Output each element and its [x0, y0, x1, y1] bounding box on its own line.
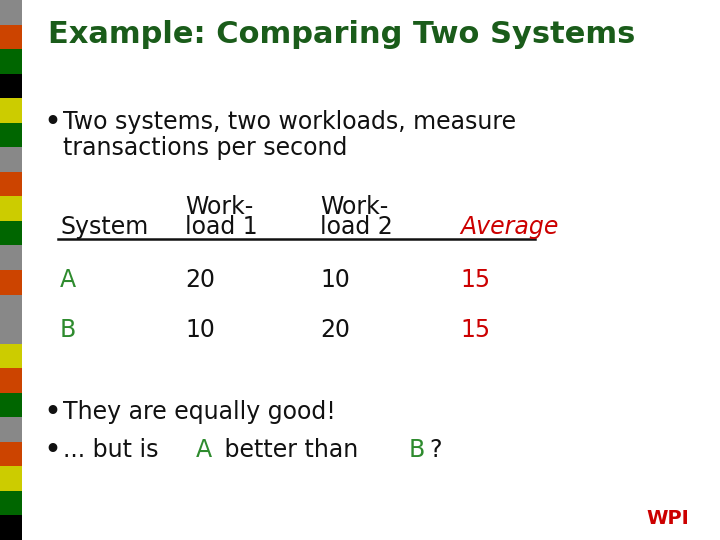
Text: 15: 15	[460, 318, 490, 342]
Bar	[0, 0, 22, 24]
Text: better than: better than	[217, 438, 366, 462]
Bar	[0, 49, 22, 73]
Bar	[0, 24, 22, 49]
Bar	[0, 73, 22, 98]
Bar	[0, 98, 22, 123]
Bar	[0, 417, 22, 442]
Bar	[0, 147, 22, 172]
Text: ?: ?	[430, 438, 442, 462]
Text: They are equally good!: They are equally good!	[63, 400, 336, 424]
Text: •: •	[44, 110, 60, 134]
Bar	[0, 467, 22, 491]
Bar	[0, 491, 22, 516]
Bar	[0, 319, 22, 343]
Text: Example: Comparing Two Systems: Example: Comparing Two Systems	[48, 20, 635, 49]
Text: System: System	[60, 215, 148, 239]
Text: ... but is: ... but is	[63, 438, 166, 462]
Bar	[0, 197, 22, 221]
Text: Work-: Work-	[185, 195, 253, 219]
Bar	[0, 294, 22, 319]
Text: 10: 10	[185, 318, 215, 342]
Text: Work-: Work-	[320, 195, 388, 219]
Text: load 2: load 2	[320, 215, 392, 239]
Text: A: A	[196, 438, 212, 462]
Text: B: B	[60, 318, 76, 342]
Text: 20: 20	[185, 268, 215, 292]
Text: Average: Average	[460, 215, 559, 239]
Bar	[0, 516, 22, 540]
Bar	[0, 270, 22, 294]
Bar	[0, 343, 22, 368]
Bar	[0, 442, 22, 467]
Text: load 1: load 1	[185, 215, 258, 239]
Text: Two systems, two workloads, measure: Two systems, two workloads, measure	[63, 110, 516, 134]
Text: 20: 20	[320, 318, 350, 342]
Text: A: A	[60, 268, 76, 292]
Bar	[0, 368, 22, 393]
Bar	[0, 246, 22, 270]
Bar	[0, 123, 22, 147]
Text: •: •	[44, 400, 60, 424]
Bar	[0, 393, 22, 417]
Text: B: B	[409, 438, 425, 462]
Text: 10: 10	[320, 268, 350, 292]
Bar	[0, 221, 22, 246]
Text: •: •	[44, 438, 60, 462]
Text: WPI: WPI	[647, 509, 689, 528]
Bar	[0, 172, 22, 197]
Text: 15: 15	[460, 268, 490, 292]
Text: transactions per second: transactions per second	[63, 136, 347, 160]
